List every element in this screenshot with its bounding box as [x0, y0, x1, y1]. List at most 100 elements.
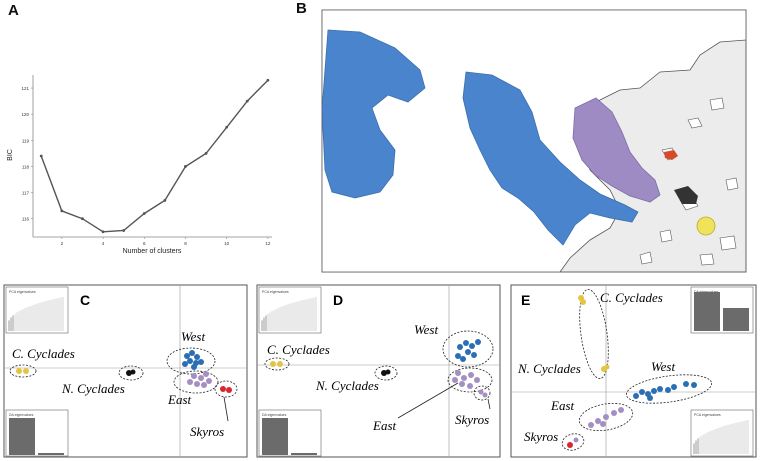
panel-c-pca-inset: PCA eigenvalues	[5, 286, 69, 334]
map-region-east	[572, 97, 661, 203]
bic-point	[60, 209, 64, 213]
cluster-ellipse-east	[447, 367, 493, 393]
panel-c-da-inset: DA eigenvalues	[5, 409, 69, 457]
label-skyros: Skyros	[524, 429, 558, 444]
label-skyros: Skyros	[455, 412, 489, 427]
bic-point	[163, 199, 167, 202]
cluster-ellipse-east	[173, 370, 219, 394]
cluster-ellipse-c-cyclades	[9, 364, 37, 378]
dapc-panel-e: E DA eigenvalues PCA eigenvalues C. Cycl…	[510, 284, 757, 458]
cluster-ellipse-c-cyclades	[264, 357, 290, 371]
points-east	[187, 371, 212, 388]
point-n-cyclades	[381, 370, 387, 376]
point-c-cyclades	[277, 361, 283, 367]
label-c-cyclades: C. Cyclades	[267, 342, 330, 357]
bic-series-line	[40, 79, 269, 233]
cluster-ellipse-n-cyclades	[118, 365, 144, 381]
bic-y-tick-label: 121	[21, 86, 29, 91]
skyros-leader-line	[487, 398, 491, 410]
panel-label-b: B	[296, 0, 307, 17]
bic-point	[39, 154, 43, 158]
bic-y-tick-label: 120	[21, 112, 29, 117]
points-west	[182, 350, 204, 370]
bic-x-tick-label: 12	[265, 241, 271, 246]
panel-d-pca-inset: PCA eigenvalues	[258, 286, 322, 334]
points-west	[455, 339, 481, 362]
map-region-west-2	[462, 71, 639, 246]
label-west: West	[181, 329, 205, 344]
map-panel	[321, 9, 747, 273]
skyros-leader-line	[223, 396, 229, 422]
point-skyros	[482, 392, 488, 398]
point-c-cyclades	[270, 361, 276, 367]
east-leader-line	[397, 382, 459, 419]
bic-point	[142, 212, 146, 215]
label-n-cyclades: N. Cyclades	[517, 361, 581, 376]
bic-y-tick-label: 117	[22, 191, 30, 196]
da-bar	[694, 292, 720, 331]
cluster-ellipse-west	[442, 330, 494, 368]
panel-c-da-label: DA eigenvalues	[9, 413, 34, 417]
label-west: West	[414, 322, 438, 337]
point-n-cyclades	[385, 369, 391, 375]
bic-y-axis-label: BIC	[7, 149, 14, 161]
point-c-cyclades	[23, 368, 29, 374]
bic-point	[204, 151, 208, 155]
cluster-ellipse-west	[166, 347, 216, 375]
bic-point	[245, 99, 249, 103]
dapc-panel-d: D PCA eigenvalues DA eigenvalues C. Cycl…	[256, 284, 501, 458]
label-east: East	[167, 392, 192, 407]
island	[719, 235, 737, 251]
point-n-cyclades	[604, 364, 610, 370]
point-skyros	[226, 387, 232, 393]
point-n-cyclades	[126, 370, 132, 376]
label-east: East	[550, 398, 575, 413]
panel-e-da-inset: DA eigenvalues	[690, 286, 754, 334]
da-bar	[723, 308, 749, 331]
bic-point	[122, 229, 126, 232]
cluster-ellipse-skyros	[473, 385, 491, 401]
bic-x-tick-label: 10	[224, 241, 230, 246]
label-c-cyclades: C. Cyclades	[600, 290, 663, 305]
panel-e-pca-inset: PCA eigenvalues	[690, 409, 754, 457]
label-n-cyclades: N. Cyclades	[61, 381, 125, 396]
label-east: East	[372, 418, 397, 433]
bic-chart: 116 117 118 119 120 121 2 4 6 8 10 12 Number of cl…	[7, 75, 272, 255]
bic-x-tick-label: 2	[61, 241, 64, 246]
dapc-panel-c: C PCA eigenvalues DA eigenvalues C.	[3, 284, 248, 458]
point-skyros	[567, 442, 573, 448]
panel-label-c: C	[80, 292, 90, 308]
island	[687, 117, 703, 129]
map-region-skyros	[664, 150, 678, 160]
island	[659, 229, 673, 243]
bic-point	[266, 78, 270, 82]
panel-label-a: A	[8, 2, 19, 19]
island	[639, 251, 653, 265]
panel-label-e: E	[521, 292, 530, 308]
da-bar	[291, 453, 317, 455]
map-region-n-cyclades	[674, 186, 698, 204]
label-c-cyclades: C. Cyclades	[12, 346, 75, 361]
island	[699, 253, 715, 266]
label-west: West	[651, 359, 675, 374]
da-bar	[262, 418, 288, 455]
panel-d-da-inset: DA eigenvalues	[258, 409, 322, 457]
points-east	[452, 370, 480, 389]
map-region-c-cyclades	[696, 216, 716, 236]
cluster-ellipse-east	[578, 402, 634, 432]
panel-d-da-label: DA eigenvalues	[262, 413, 287, 417]
points-east	[588, 407, 624, 428]
bic-y-tick-label: 118	[22, 164, 30, 169]
bic-y-tick-label: 119	[22, 138, 30, 143]
bic-x-tick-label: 8	[184, 241, 187, 246]
label-skyros: Skyros	[190, 424, 224, 439]
panel-c-pca-label: PCA eigenvalues	[9, 290, 36, 294]
point-c-cyclades	[580, 299, 586, 305]
da-bar	[9, 418, 35, 455]
panel-label-d: D	[333, 292, 343, 308]
bic-y-tick-label: 116	[22, 217, 30, 222]
cluster-ellipse-n-cyclades	[374, 365, 398, 381]
point-skyros	[573, 437, 579, 443]
panel-e-pca-label: PCA eigenvalues	[694, 413, 721, 417]
island	[725, 177, 739, 191]
